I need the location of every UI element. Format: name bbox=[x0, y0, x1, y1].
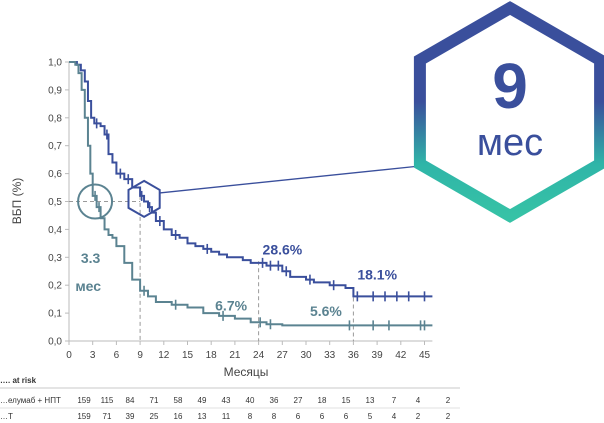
callout-unit: мес bbox=[477, 122, 543, 164]
y-tick-label: 0,5 bbox=[48, 197, 62, 208]
risk-cell: 11 bbox=[222, 412, 231, 421]
risk-cell: 71 bbox=[150, 396, 159, 405]
risk-row-label: …Т bbox=[0, 412, 13, 421]
y-tick-label: 0,1 bbox=[48, 309, 62, 320]
risk-cell: 2 bbox=[416, 412, 421, 421]
annotation-label: 18.1% bbox=[357, 267, 397, 283]
risk-row-label: …елумаб + НПТ bbox=[0, 396, 61, 405]
x-axis-title: Месяцы bbox=[224, 365, 269, 379]
risk-cell: 25 bbox=[150, 412, 159, 421]
callout-connector-line bbox=[159, 165, 421, 194]
risk-cell: 43 bbox=[222, 396, 231, 405]
risk-cell: 58 bbox=[174, 396, 183, 405]
risk-cell: 159 bbox=[77, 396, 91, 405]
y-axis-title: ВБП (%) bbox=[10, 178, 24, 225]
x-tick-label: 0 bbox=[66, 350, 72, 361]
annotation-label: 5.6% bbox=[310, 303, 342, 319]
x-tick-label: 33 bbox=[324, 350, 336, 361]
risk-cell: 2 bbox=[446, 412, 451, 421]
risk-cell: 16 bbox=[174, 412, 183, 421]
x-tick-label: 27 bbox=[277, 350, 289, 361]
risk-cell: 18 bbox=[318, 396, 327, 405]
annotation-label: мес bbox=[75, 278, 101, 294]
risk-cell: 159 bbox=[77, 412, 91, 421]
x-tick-label: 3 bbox=[90, 350, 96, 361]
risk-cell: 40 bbox=[246, 396, 255, 405]
risk-cell: 6 bbox=[320, 412, 325, 421]
risk-cell: 8 bbox=[272, 412, 277, 421]
risk-cell: 36 bbox=[270, 396, 279, 405]
x-tick-label: 15 bbox=[182, 350, 194, 361]
x-tick-label: 42 bbox=[395, 350, 407, 361]
risk-cell: 71 bbox=[103, 412, 112, 421]
risk-cell: 4 bbox=[392, 412, 397, 421]
y-tick-label: 1,0 bbox=[48, 58, 62, 69]
risk-cell: 6 bbox=[296, 412, 301, 421]
x-tick-label: 9 bbox=[137, 350, 143, 361]
risk-cell: 49 bbox=[198, 396, 207, 405]
x-tick-label: 21 bbox=[229, 350, 241, 361]
x-tick-label: 18 bbox=[206, 350, 218, 361]
y-tick-label: 0,6 bbox=[48, 169, 62, 180]
x-tick-label: 12 bbox=[158, 350, 170, 361]
x-tick-label: 30 bbox=[300, 350, 312, 361]
y-tick-label: 0,2 bbox=[48, 281, 62, 292]
risk-cell: 4 bbox=[416, 396, 421, 405]
risk-cell: 15 bbox=[342, 396, 351, 405]
y-tick-label: 0,4 bbox=[48, 225, 62, 236]
risk-table-header: …. at risk bbox=[0, 376, 37, 385]
risk-cell: 27 bbox=[294, 396, 303, 405]
risk-cell: 8 bbox=[248, 412, 253, 421]
y-tick-label: 0,8 bbox=[48, 113, 62, 124]
risk-cell: 7 bbox=[392, 396, 397, 405]
annotation-label: 28.6% bbox=[263, 242, 303, 258]
risk-cell: 115 bbox=[101, 396, 114, 405]
median-hexagon-marker bbox=[127, 179, 161, 219]
callout-hexagon bbox=[413, 1, 604, 223]
risk-cell: 84 bbox=[126, 396, 135, 405]
y-tick-label: 0,9 bbox=[48, 85, 62, 96]
risk-cell: 13 bbox=[366, 396, 375, 405]
x-tick-label: 36 bbox=[348, 350, 360, 361]
median-circle-marker bbox=[77, 183, 114, 220]
risk-cell: 5 bbox=[368, 412, 373, 421]
risk-cell: 39 bbox=[126, 412, 135, 421]
annotation-label: 6.7% bbox=[215, 297, 247, 313]
y-tick-label: 0,3 bbox=[48, 253, 62, 264]
risk-cell: 2 bbox=[446, 396, 451, 405]
risk-cell: 6 bbox=[344, 412, 349, 421]
x-tick-label: 39 bbox=[372, 350, 384, 361]
annotation-label: 3.3 bbox=[81, 250, 101, 266]
risk-cell: 13 bbox=[198, 412, 207, 421]
x-tick-label: 6 bbox=[114, 350, 120, 361]
y-tick-label: 0,7 bbox=[48, 141, 62, 152]
x-tick-label: 24 bbox=[253, 350, 265, 361]
y-tick-label: 0,0 bbox=[48, 337, 62, 348]
x-tick-label: 45 bbox=[419, 350, 431, 361]
callout-value: 9 bbox=[492, 50, 528, 122]
series-2-curve bbox=[69, 61, 433, 327]
